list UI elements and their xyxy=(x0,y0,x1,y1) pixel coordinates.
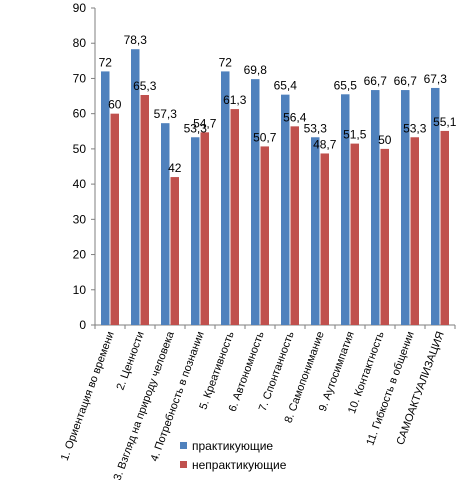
data-label: 65,4 xyxy=(274,79,298,93)
bar-series-2 xyxy=(230,109,239,326)
bar-series-1 xyxy=(281,94,290,325)
legend-label: непрактикующие xyxy=(192,458,287,472)
data-label: 60 xyxy=(108,98,122,112)
data-label: 67,3 xyxy=(424,72,448,86)
y-tick-label: 90 xyxy=(73,1,87,15)
y-tick-label: 30 xyxy=(73,212,87,226)
data-label: 66,7 xyxy=(394,74,418,88)
data-label: 50 xyxy=(378,133,392,147)
data-label: 53,3 xyxy=(184,121,208,135)
y-tick-label: 70 xyxy=(73,71,87,85)
bar-series-1 xyxy=(401,90,410,325)
bar-series-1 xyxy=(191,137,200,325)
bar-series-2 xyxy=(170,177,179,325)
bar-series-2 xyxy=(140,94,149,325)
bar-series-2 xyxy=(110,113,119,326)
data-label: 65,5 xyxy=(334,78,358,92)
data-label: 72 xyxy=(99,55,113,69)
bar-series-1 xyxy=(341,94,350,326)
data-label: 61,3 xyxy=(223,93,247,107)
data-label: 53,3 xyxy=(304,121,328,135)
bar-series-1 xyxy=(311,137,320,325)
data-label: 48,7 xyxy=(313,137,337,151)
bar-series-2 xyxy=(380,148,389,325)
bar-series-2 xyxy=(200,132,209,325)
y-tick-label: 60 xyxy=(73,107,87,121)
data-label: 50,7 xyxy=(253,130,277,144)
data-label: 57,3 xyxy=(154,107,178,121)
bar-series-2 xyxy=(320,153,329,325)
category-label: 1. Ориентация во времени xyxy=(59,330,117,462)
legend-swatch xyxy=(180,461,187,468)
y-tick-label: 80 xyxy=(73,36,87,50)
category-label: 3. Взгляд на природу человека xyxy=(112,329,178,480)
data-label: 78,3 xyxy=(124,33,148,47)
bar-series-1 xyxy=(221,71,230,326)
y-tick-label: 40 xyxy=(73,177,87,191)
legend-swatch xyxy=(180,442,187,449)
bar-series-2 xyxy=(290,126,299,325)
data-label: 65,3 xyxy=(133,79,157,93)
bar-series-1 xyxy=(131,49,140,326)
bar-series-2 xyxy=(440,130,449,325)
y-tick-label: 50 xyxy=(73,142,87,156)
category-label: 2. Ценности xyxy=(115,330,147,392)
data-label: 42 xyxy=(168,161,182,175)
bar-series-1 xyxy=(431,87,440,326)
bar-series-2 xyxy=(410,137,419,325)
data-label: 66,7 xyxy=(364,74,388,88)
data-label: 69,8 xyxy=(244,63,268,77)
data-label: 56,4 xyxy=(283,110,307,124)
legend-label: практикующие xyxy=(192,439,273,453)
data-label: 53,3 xyxy=(403,121,427,135)
bar-series-2 xyxy=(350,143,359,325)
y-tick-label: 10 xyxy=(73,283,87,297)
bar-series-1 xyxy=(161,123,170,325)
data-label: 72 xyxy=(219,55,233,69)
y-tick-label: 0 xyxy=(79,318,86,332)
bar-series-1 xyxy=(251,79,260,325)
data-label: 51,5 xyxy=(343,128,367,142)
bar-series-2 xyxy=(260,146,269,325)
data-label: 54,7 xyxy=(193,116,217,130)
data-label: 55,1 xyxy=(433,115,456,129)
y-tick-label: 20 xyxy=(73,248,87,262)
bar-series-1 xyxy=(101,71,110,326)
bar-series-1 xyxy=(371,90,380,325)
